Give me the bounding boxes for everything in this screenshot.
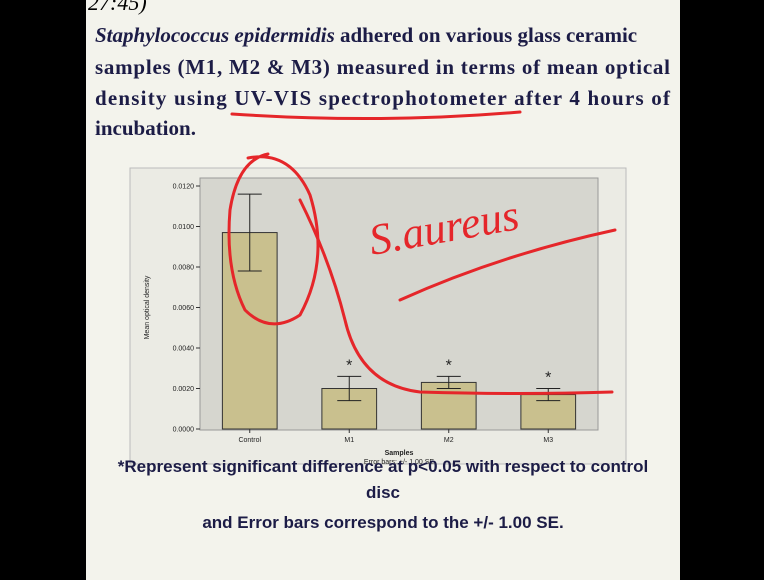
x-tick-label: M1 (344, 437, 354, 444)
timestamp: 27:45) (88, 0, 147, 15)
y-axis-label: Mean optical density (144, 275, 151, 339)
y-tick-label: 0.0120 (173, 184, 195, 191)
title-text: adhered on various glass ceramic (335, 23, 637, 47)
trend-annotation (298, 198, 614, 395)
y-tick-label: 0.0040 (173, 346, 195, 353)
y-tick-label: 0.0080 (173, 265, 195, 272)
x-tick-label: Control (238, 437, 261, 444)
error-bar (436, 375, 461, 389)
x-tick-label: M2 (444, 437, 454, 444)
error-bar (337, 375, 362, 402)
footnote: *Represent significant difference at p<0… (118, 457, 648, 476)
title-line: density using UV-VIS spectrophotometer a… (95, 86, 671, 110)
title-line: Staphylococcus epidermidis adhered on va… (95, 23, 637, 47)
significance-mark: * (446, 357, 452, 374)
y-tick-label: 0.0100 (173, 224, 195, 231)
circle-annotation (227, 152, 320, 326)
error-note: Error bars: +/- 1.00 SE (364, 459, 435, 466)
bar (420, 381, 477, 430)
species: Staphylococcus epidermidis (95, 23, 335, 47)
footnote: and Error bars correspond to the +/- 1.0… (202, 513, 563, 532)
footnote: disc (366, 483, 400, 502)
underline-annotation (398, 228, 617, 302)
title-line: incubation. (95, 116, 196, 140)
y-tick-label: 0.0020 (173, 386, 195, 393)
title-line: samples (M1, M2 & M3) measured in terms … (95, 55, 670, 79)
significance-mark: * (346, 357, 352, 374)
error-bar (237, 193, 262, 272)
x-tick-label: M3 (543, 437, 553, 444)
x-axis-label: Samples (385, 450, 414, 457)
underline-annotation (230, 110, 522, 121)
y-tick-label: 0.0000 (173, 427, 195, 434)
y-tick-label: 0.0060 (173, 305, 195, 312)
significance-mark: * (545, 370, 551, 387)
